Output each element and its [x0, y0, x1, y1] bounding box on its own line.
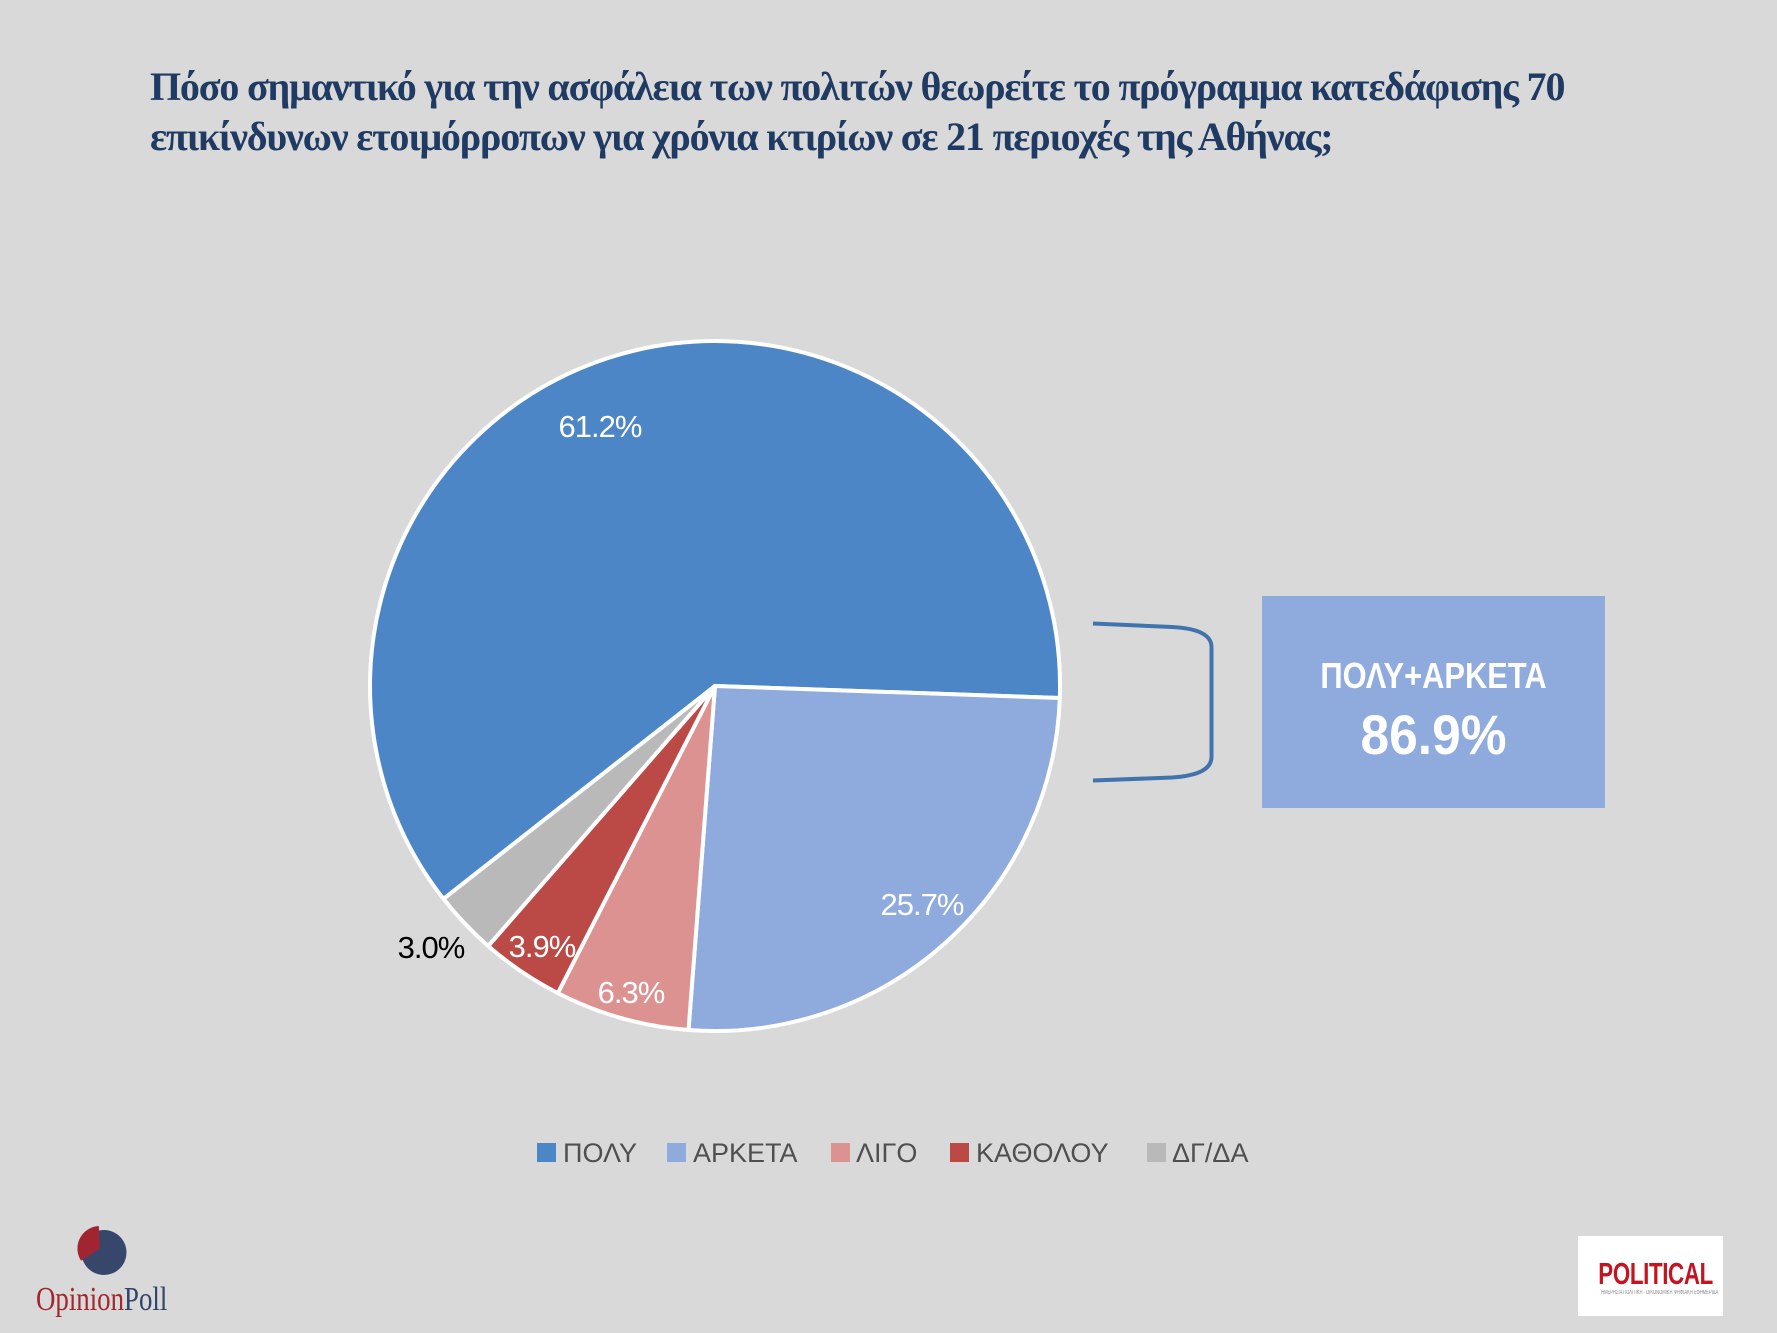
svg-text:3.0%: 3.0% — [398, 930, 465, 965]
svg-text:25.7%: 25.7% — [881, 887, 964, 922]
svg-text:61.2%: 61.2% — [559, 409, 642, 444]
svg-text:6.3%: 6.3% — [598, 975, 665, 1010]
svg-text:3.9%: 3.9% — [509, 929, 576, 964]
